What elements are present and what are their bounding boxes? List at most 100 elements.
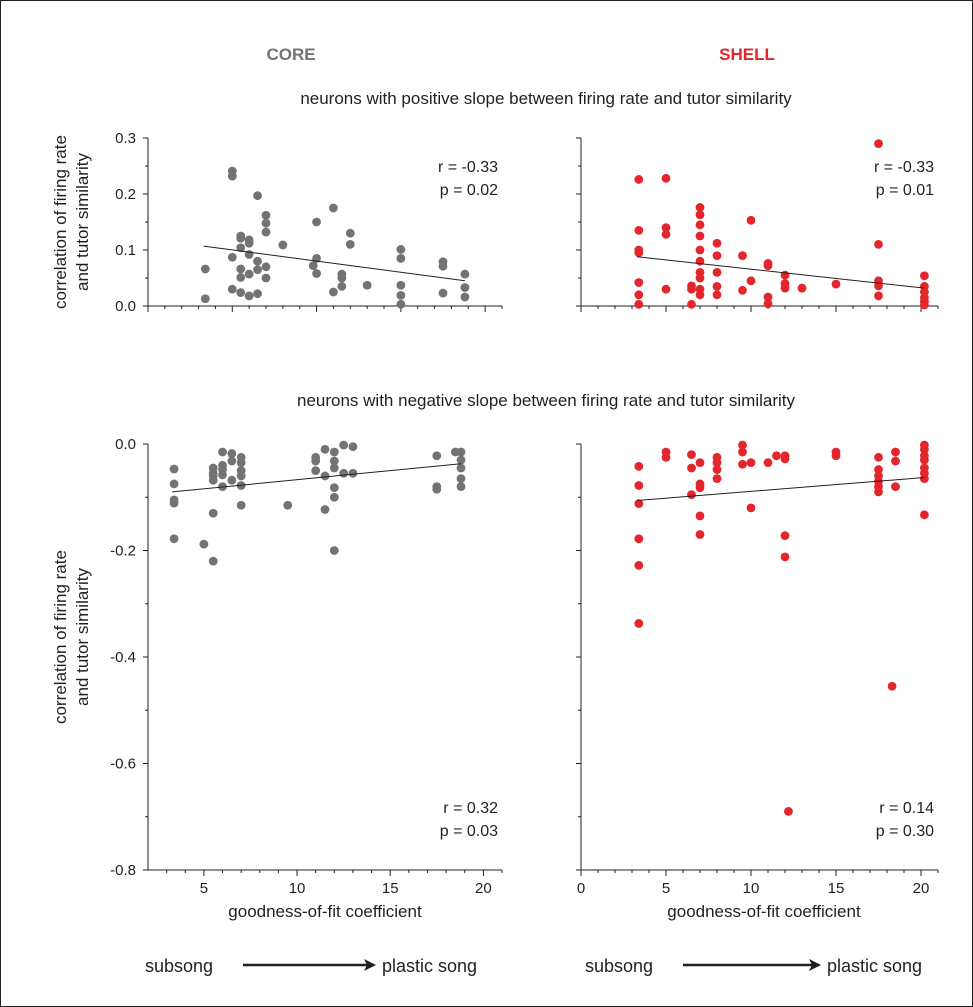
stat-r: r = 0.32 — [443, 800, 498, 817]
data-point — [460, 269, 470, 279]
data-point — [920, 474, 929, 484]
data-point — [661, 223, 671, 233]
data-point — [687, 450, 696, 460]
data-point — [695, 203, 705, 212]
data-point — [920, 271, 929, 281]
stat-r: r = -0.33 — [438, 159, 498, 176]
dev-end-core: plastic song — [382, 956, 477, 976]
x-axis-label-core: goodness-of-fit coefficient — [228, 902, 422, 921]
data-point — [308, 261, 318, 271]
regression-line — [172, 463, 462, 493]
data-point — [169, 479, 179, 489]
data-point — [763, 299, 773, 309]
stat-p: p = 0.30 — [876, 823, 934, 840]
data-point — [261, 218, 271, 228]
data-point — [712, 458, 722, 468]
data-point — [200, 264, 210, 274]
row-title-negative: neurons with negative slope between firi… — [297, 391, 795, 410]
data-point — [695, 210, 705, 220]
data-point — [746, 215, 756, 225]
data-point — [920, 510, 929, 520]
stat-r: r = 0.14 — [879, 800, 934, 817]
x-tick-label: 15 — [828, 880, 845, 897]
data-point — [634, 278, 644, 287]
panel-shell-negative: 0 5 10 15 20 r = 0.14 p = 0.30 — [576, 440, 939, 897]
data-point — [236, 471, 246, 481]
data-point — [738, 447, 747, 457]
data-point — [746, 276, 756, 286]
data-point — [236, 243, 246, 253]
data-point — [339, 440, 349, 450]
data-point — [738, 251, 747, 260]
data-point — [329, 287, 338, 297]
data-point — [218, 470, 227, 480]
data-point — [695, 231, 705, 241]
data-point — [236, 500, 246, 510]
stat-p: p = 0.03 — [440, 823, 498, 840]
data-point — [396, 290, 406, 300]
y-axis-label-top: correlation of firing rate and tutor sim… — [51, 135, 92, 309]
data-point — [329, 447, 339, 457]
data-point — [312, 269, 321, 278]
data-point — [634, 248, 644, 258]
data-point — [695, 483, 705, 493]
data-point — [261, 210, 271, 220]
data-point — [244, 269, 254, 279]
data-point — [634, 534, 644, 544]
data-point — [687, 490, 696, 499]
data-point — [227, 252, 237, 262]
data-point — [634, 619, 644, 628]
data-point — [456, 447, 466, 457]
data-point — [891, 482, 900, 491]
x-tick-label: 20 — [475, 880, 492, 897]
data-point — [874, 291, 883, 301]
dev-start-shell: subsong — [585, 956, 653, 976]
data-point — [244, 291, 254, 301]
data-point — [236, 458, 246, 468]
data-point — [396, 254, 406, 263]
stat-p: p = 0.02 — [440, 182, 498, 199]
data-point — [348, 442, 358, 452]
data-point — [329, 463, 339, 473]
x-tick-label: 0 — [577, 880, 585, 897]
data-point — [278, 240, 288, 250]
data-point — [712, 474, 722, 484]
development-arrow-shell: subsong plastic song — [585, 956, 922, 976]
data-point — [236, 233, 246, 243]
data-point — [253, 289, 262, 299]
x-tick-label: 20 — [913, 880, 930, 897]
data-point — [456, 455, 466, 465]
y-tick-label: 0.2 — [115, 186, 136, 203]
data-point — [218, 447, 227, 457]
data-point — [244, 238, 254, 248]
data-point — [169, 498, 179, 508]
data-point — [784, 807, 793, 816]
data-point — [261, 262, 271, 272]
data-point — [169, 534, 179, 544]
column-title-core: CORE — [266, 45, 315, 64]
data-point — [738, 459, 747, 469]
data-point — [634, 499, 644, 509]
data-point — [920, 444, 929, 454]
data-point — [345, 240, 355, 249]
data-point — [396, 280, 406, 290]
x-tick-label: 15 — [382, 880, 399, 897]
x-tick-label: 5 — [200, 880, 208, 897]
data-point — [329, 492, 339, 502]
data-point — [712, 290, 722, 300]
y-tick-label: -0.6 — [110, 756, 136, 773]
y-axis-label-bottom-line1: correlation of firing rate — [51, 550, 70, 724]
data-point — [831, 279, 841, 289]
data-point — [438, 261, 448, 271]
data-point — [634, 175, 644, 184]
data-point — [320, 471, 330, 481]
data-point — [887, 681, 897, 691]
data-point — [695, 290, 705, 300]
y-tick-label: -0.2 — [110, 543, 136, 560]
data-point — [396, 299, 406, 309]
data-point — [253, 191, 262, 201]
data-point — [712, 465, 722, 474]
data-point — [456, 482, 466, 491]
